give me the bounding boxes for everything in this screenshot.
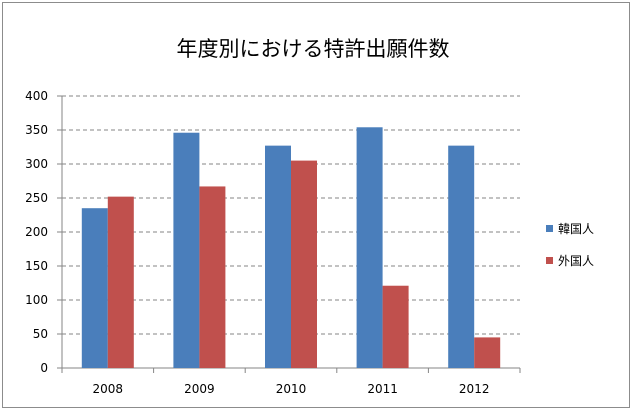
y-tick-label: 100 (25, 293, 48, 307)
bar-series2-2009 (199, 186, 226, 368)
x-tick-label: 2008 (93, 382, 124, 396)
x-tick-labels: 2008 2009 2010 2011 2012 (93, 382, 490, 396)
bar-series1-2011 (356, 127, 383, 368)
legend-swatch (546, 257, 553, 264)
bar-series2-2012 (474, 337, 501, 368)
bar-series1-2008 (81, 208, 108, 368)
legend-label: 韓国人 (558, 222, 594, 236)
y-tick-label: 50 (33, 327, 48, 341)
y-tick-label: 200 (25, 225, 48, 239)
y-tick-label: 150 (25, 259, 48, 273)
x-tick-label: 2010 (276, 382, 307, 396)
bar-series1-2012 (448, 145, 475, 368)
bar-series2-2011 (382, 285, 409, 368)
bars (81, 127, 501, 368)
legend-swatch (546, 225, 553, 232)
bar-series1-2009 (173, 132, 200, 368)
gridlines (62, 95, 520, 335)
y-tick-label: 350 (25, 123, 48, 137)
x-tick-label: 2012 (459, 382, 490, 396)
x-tick-label: 2009 (184, 382, 215, 396)
legend-label: 外国人 (558, 254, 594, 268)
bar-series2-2008 (107, 196, 134, 368)
y-tick-labels: 0 50 100 150 200 250 300 350 400 (25, 89, 48, 375)
y-tick-label: 250 (25, 191, 48, 205)
bar-series1-2010 (265, 145, 291, 368)
bar-series2-2010 (291, 160, 317, 368)
y-tick-label: 300 (25, 157, 48, 171)
y-tick-label: 0 (40, 361, 48, 375)
x-tick-label: 2011 (367, 382, 398, 396)
chart-title: 年度別における特許出願件数 (177, 37, 450, 61)
y-tick-label: 400 (25, 89, 48, 103)
